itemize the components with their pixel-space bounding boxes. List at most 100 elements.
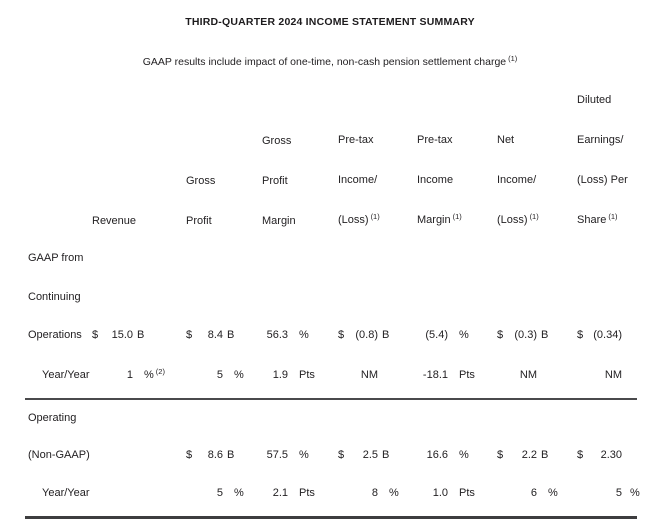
value: 8.4 (207, 329, 223, 341)
col-header-pretax-income-margin: Pre-tax Income Margin (1) (417, 120, 462, 241)
col-header-diluted-eps: Diluted Earnings/ (Loss) Per Share (1) (577, 80, 628, 241)
cell-gross-profit-margin: 57.5% (262, 449, 309, 461)
footnote-ref-1: (1) (508, 54, 518, 63)
cell-diluted-eps: 5% (577, 487, 640, 499)
footnote-ref-1: (1) (452, 212, 462, 221)
unit: % (548, 487, 558, 499)
header-line: Income (417, 174, 454, 186)
value: 6 (530, 487, 537, 499)
header-line: Share (1) (577, 200, 628, 241)
unit: Pts (459, 369, 475, 381)
value: 2.2 (521, 449, 537, 461)
header-line: Margin (262, 215, 296, 227)
header-line: (Loss) Per (577, 174, 628, 186)
cell-net-income-loss: $2.2 B (497, 449, 548, 461)
subtitle: GAAP results include impact of one-time,… (0, 54, 660, 68)
row-label-operating: Operating (0, 412, 660, 428)
footnote-ref-2: (2) (155, 367, 165, 376)
col-header-pretax-income-loss: Pre-tax Income/ (Loss) (1) (338, 120, 380, 241)
header-line: Earnings/ (577, 134, 624, 146)
value: 1.0 (432, 487, 448, 499)
cell-diluted-eps: NM (577, 369, 622, 381)
value: (0.3) (514, 329, 537, 341)
header-line: Pre-tax (417, 134, 453, 146)
col-header-gross-profit-margin: Gross Profit Margin (262, 121, 296, 241)
unit: % (144, 369, 154, 381)
value: 8 (371, 487, 378, 499)
cell-revenue: $15.0 B (92, 329, 144, 341)
header-line: (Loss) (1) (497, 200, 539, 241)
value: 57.5 (266, 449, 288, 461)
section-divider (25, 398, 637, 400)
header-line-text: Share (577, 214, 607, 226)
cell-net-income-loss: $ (0.3) B (497, 329, 548, 341)
value: 2.5 (362, 449, 378, 461)
cell-pretax-income-margin: 16.6% (417, 449, 469, 461)
unit: Pts (299, 369, 315, 381)
cell-gross-profit-margin: 2.1 Pts (262, 487, 315, 499)
table-row-gaap-operations: Operations $15.0 B $8.4 B 56.3% $ (0.8) B (5… (0, 329, 660, 345)
row-label: Continuing (28, 291, 81, 303)
unit: % (234, 369, 244, 381)
unit: B (227, 329, 235, 341)
table-row-gaap-year-over-year: Year/Year 1% (2) 5% 1.9 Pts NM -18.1 Pts NM… (0, 367, 660, 385)
unit: % (234, 487, 244, 499)
unit: % (630, 487, 640, 499)
row-label-continuing: Continuing (0, 291, 660, 307)
header-line: Income/ (338, 174, 378, 186)
row-label: Year/Year (42, 487, 90, 499)
cell-pretax-income-loss: NM (338, 369, 378, 381)
header-line: Gross (262, 135, 292, 147)
header-line: Margin (1) (417, 200, 462, 241)
value: (0.34) (593, 329, 622, 341)
unit: % (459, 329, 469, 341)
header-line: Pre-tax (338, 134, 374, 146)
cell-pretax-income-margin: (5.4)% (417, 329, 469, 341)
dollar-sign: $ (577, 449, 584, 461)
row-label-gaap-from: GAAP from (0, 252, 660, 268)
table-row-nongaap: (Non-GAAP) $8.6 B 57.5% $2.5 B 16.6% $2.2 B… (0, 449, 660, 465)
unit: % (299, 449, 309, 461)
unit: B (227, 449, 235, 461)
unit: % (299, 329, 309, 341)
unit: Pts (299, 487, 315, 499)
footnote-ref-1: (1) (608, 212, 618, 221)
value: 5 (216, 369, 223, 381)
value: 5 (615, 487, 622, 499)
cell-gross-profit: 5% (186, 369, 244, 381)
dollar-sign: $ (497, 449, 504, 461)
cell-gross-profit: $8.4 B (186, 329, 234, 341)
footnote-ref-1: (1) (370, 212, 380, 221)
value: 2.30 (600, 449, 622, 461)
value: 15.0 (111, 329, 133, 341)
col-header-net-income-loss: Net Income/ (Loss) (1) (497, 120, 539, 241)
cell-net-income-loss: NM (497, 369, 537, 381)
unit: B (137, 329, 145, 341)
header-line: Revenue (92, 215, 137, 227)
row-label: Operating (28, 412, 77, 424)
cell-diluted-eps: $2.30 (577, 449, 622, 461)
value: 1 (126, 369, 133, 381)
header-line-text: Margin (417, 214, 451, 226)
cell-pretax-income-margin: 1.0 Pts (417, 487, 475, 499)
header-line: Income/ (497, 174, 537, 186)
unit: % (389, 487, 399, 499)
value: NM (519, 369, 537, 381)
row-label: GAAP from (28, 252, 84, 264)
header-line: (Loss) (1) (338, 200, 380, 241)
cell-diluted-eps: $ (0.34) (577, 329, 622, 341)
cell-gross-profit-margin: 56.3% (262, 329, 309, 341)
footnote-ref-1: (1) (529, 212, 539, 221)
unit: Pts (459, 487, 475, 499)
value: 2.1 (272, 487, 288, 499)
dollar-sign: $ (497, 329, 504, 341)
header-line-text: (Loss) (338, 214, 369, 226)
header-line: Gross (186, 175, 216, 187)
header-line: Profit (262, 175, 288, 187)
header-line: Diluted (577, 94, 612, 106)
value: 16.6 (426, 449, 448, 461)
value: 1.9 (272, 369, 288, 381)
value: (5.4) (425, 329, 448, 341)
cell-pretax-income-loss: $2.5 B (338, 449, 389, 461)
